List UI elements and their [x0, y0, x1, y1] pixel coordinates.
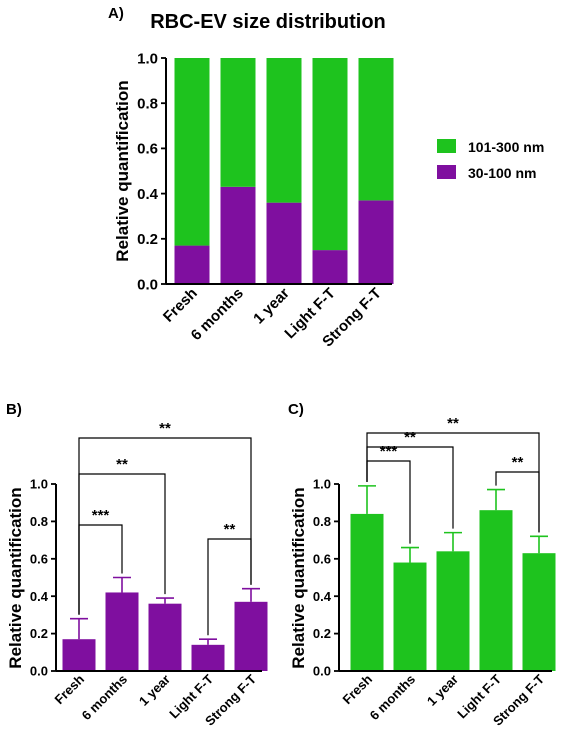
bar-101-300-nm-light-f-t — [312, 58, 348, 251]
panel-c-ytick-label-2: 0.4 — [313, 589, 332, 604]
significance-label-1: ** — [116, 456, 128, 473]
bar-fresh — [350, 513, 384, 671]
significance-label-2: ** — [159, 420, 171, 437]
panel-c: C) Relative quantification 0.00.20.40.60… — [288, 401, 556, 729]
panel-a-ytick-label-4: 0.8 — [137, 95, 158, 112]
panel-b-bars — [62, 576, 268, 671]
panel-c-xtick-label-6-months: 6 months — [367, 672, 418, 723]
significance-label-3: ** — [224, 521, 236, 538]
panel-a-xtick-label-1-year: 1 year — [250, 285, 293, 328]
bar-101-300-nm-fresh — [174, 58, 210, 246]
panel-c-ytick-label-4: 0.8 — [313, 514, 331, 529]
panel-c-bars — [350, 485, 556, 671]
panel-b-ytick-label-3: 0.6 — [30, 551, 48, 566]
panel-c-letter: C) — [288, 401, 304, 418]
panel-a-title: RBC-EV size distribution — [150, 11, 386, 33]
panel-a-bars — [174, 58, 394, 284]
bar-101-300-nm-1-year — [266, 58, 302, 203]
bar-strong-f-t — [522, 553, 556, 671]
panel-a-xtick-label-fresh: Fresh — [160, 285, 201, 326]
bar-light-f-t — [191, 644, 225, 671]
panel-b: B) Relative quantification 0.00.20.40.60… — [6, 401, 268, 729]
bar-6-months — [393, 562, 427, 671]
panel-c-ytick-label-0: 0.0 — [313, 664, 331, 679]
panel-a-ytick-label-2: 0.4 — [137, 186, 159, 203]
panel-a-letter: A) — [108, 5, 124, 22]
panel-b-xtick-label-6-months: 6 months — [79, 672, 130, 723]
bar-6-months — [105, 592, 139, 671]
panel-a-ytick-label-0: 0.0 — [137, 276, 158, 293]
panel-b-letter: B) — [6, 401, 22, 418]
panel-c-ytick-label-5: 1.0 — [313, 477, 331, 492]
significance-label-2: ** — [447, 415, 459, 432]
panel-a-ytick-label-5: 1.0 — [137, 50, 158, 67]
panel-b-ytick-label-2: 0.4 — [30, 589, 49, 604]
legend-label-30-100: 30-100 nm — [468, 165, 536, 181]
bar-30-100-nm-strong-f-t — [358, 200, 394, 284]
significance-bracket-3 — [207, 538, 252, 636]
panel-b-ytick-label-5: 1.0 — [30, 477, 48, 492]
significance-label-0: *** — [92, 507, 110, 524]
bar-1-year — [148, 603, 182, 671]
panel-a-legend: 101-300 nm 30-100 nm — [437, 139, 544, 181]
panel-c-y-axis: 0.0 0.2 0.4 0.6 0.8 1.0 — [313, 477, 339, 679]
panel-b-ytick-label-1: 0.2 — [30, 626, 48, 641]
panel-c-ytick-label-1: 0.2 — [313, 626, 331, 641]
panel-c-xtick-label-fresh: Fresh — [339, 671, 375, 707]
panel-a-ytick-label-1: 0.2 — [137, 231, 158, 248]
bar-30-100-nm-light-f-t — [312, 250, 348, 284]
bar-strong-f-t — [234, 601, 268, 671]
bar-101-300-nm-strong-f-t — [358, 58, 394, 201]
panel-b-xtick-label-fresh: Fresh — [51, 671, 87, 707]
panel-c-ytick-label-3: 0.6 — [313, 551, 331, 566]
panel-b-ytick-label-4: 0.8 — [30, 514, 48, 529]
panel-b-y-axis: 0.0 0.2 0.4 0.6 0.8 1.0 — [30, 477, 56, 679]
panel-b-ylabel: Relative quantification — [6, 487, 25, 668]
panel-a-ylabel: Relative quantification — [113, 80, 132, 261]
panel-b-ytick-label-0: 0.0 — [30, 664, 48, 679]
significance-label-0: *** — [380, 443, 398, 460]
significance-bracket-2 — [78, 437, 252, 615]
significance-label-3: ** — [512, 454, 524, 471]
bar-fresh — [62, 639, 96, 671]
panel-b-xtick-label-1-year: 1 year — [136, 672, 173, 709]
panel-c-ylabel: Relative quantification — [289, 487, 308, 668]
bar-1-year — [436, 551, 470, 671]
panel-a-y-axis: 0.0 0.2 0.4 0.6 0.8 1.0 — [137, 50, 166, 293]
panel-a: A) RBC-EV size distribution Relative qua… — [108, 5, 544, 350]
panel-c-xtick-label-1-year: 1 year — [424, 672, 461, 709]
bar-30-100-nm-6-months — [220, 186, 256, 284]
panel-b-significance: ********* — [78, 420, 252, 636]
significance-bracket-3 — [495, 471, 540, 533]
legend-label-101-300: 101-300 nm — [468, 139, 544, 155]
bar-light-f-t — [479, 510, 513, 671]
legend-swatch-30-100 — [437, 165, 456, 179]
bar-101-300-nm-6-months — [220, 58, 256, 187]
bar-30-100-nm-1-year — [266, 202, 302, 284]
legend-swatch-101-300 — [437, 139, 456, 153]
significance-label-1: ** — [404, 429, 416, 446]
panel-c-significance: ********* — [366, 415, 540, 544]
panel-a-ytick-label-3: 0.6 — [137, 141, 158, 158]
bar-30-100-nm-fresh — [174, 245, 210, 284]
